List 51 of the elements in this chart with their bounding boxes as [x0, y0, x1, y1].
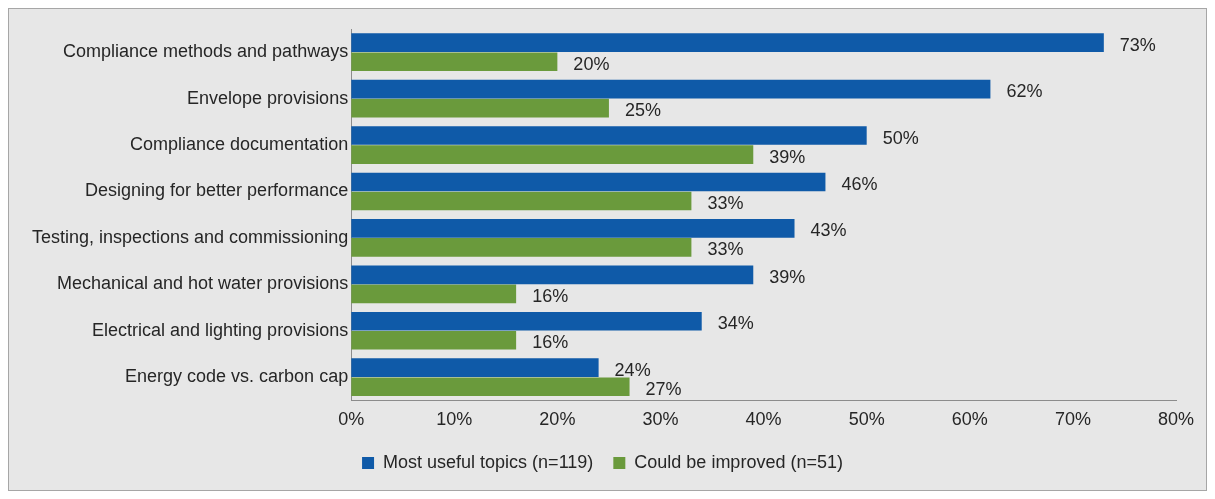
data-label: 16% — [532, 285, 569, 306]
legend-label: Could be improved (n=51) — [634, 451, 843, 472]
y-tick-label: Compliance documentation — [130, 134, 349, 155]
data-label: 25% — [624, 100, 661, 121]
bar — [351, 265, 754, 285]
y-tick-label: Electrical and lighting provisions — [92, 319, 349, 340]
y-tick-label: Testing, inspections and commissioning — [31, 226, 349, 247]
data-label: 73% — [1119, 34, 1156, 55]
bar — [351, 358, 599, 377]
bar — [351, 98, 609, 118]
data-label: 27% — [645, 378, 682, 399]
data-label: 24% — [614, 359, 651, 380]
data-label: 33% — [707, 192, 744, 213]
y-tick-label: Mechanical and hot water provisions — [57, 273, 349, 294]
x-tick-label: 0% — [338, 409, 365, 430]
x-tick-label: 40% — [745, 409, 782, 430]
bar — [351, 172, 826, 192]
x-tick-label: 60% — [951, 409, 988, 430]
bar — [351, 284, 517, 304]
bar — [351, 145, 754, 164]
data-label: 39% — [769, 266, 806, 287]
data-label: 46% — [841, 173, 878, 194]
data-label: 39% — [769, 146, 806, 167]
bar — [351, 33, 1104, 53]
x-tick-label: 30% — [642, 409, 679, 430]
bar — [351, 219, 795, 238]
bar — [351, 377, 630, 397]
y-tick-label: Compliance methods and pathways — [62, 41, 349, 62]
x-tick-label: 80% — [1157, 409, 1195, 430]
data-label: 43% — [810, 220, 847, 241]
data-label: 50% — [882, 127, 919, 148]
data-label: 62% — [1006, 81, 1043, 102]
x-tick-label: 70% — [1054, 409, 1091, 430]
bar — [351, 191, 692, 211]
y-tick-label: Designing for better performance — [85, 180, 349, 201]
legend-label: Most useful topics (n=119) — [383, 451, 594, 472]
bar — [351, 311, 702, 331]
bar — [351, 52, 558, 72]
bar — [351, 330, 517, 350]
data-label: 33% — [707, 239, 744, 260]
y-tick-label: Energy code vs. carbon cap — [125, 366, 349, 387]
data-label: 34% — [717, 313, 754, 334]
x-tick-label: 20% — [539, 409, 576, 430]
bar — [351, 126, 867, 145]
y-tick-label: Envelope provisions — [187, 87, 349, 108]
x-tick-label: 10% — [436, 409, 473, 430]
data-label: 16% — [532, 332, 569, 353]
bar — [351, 79, 991, 99]
bar — [351, 238, 692, 257]
data-label: 20% — [573, 53, 610, 74]
x-tick-label: 50% — [848, 409, 885, 430]
